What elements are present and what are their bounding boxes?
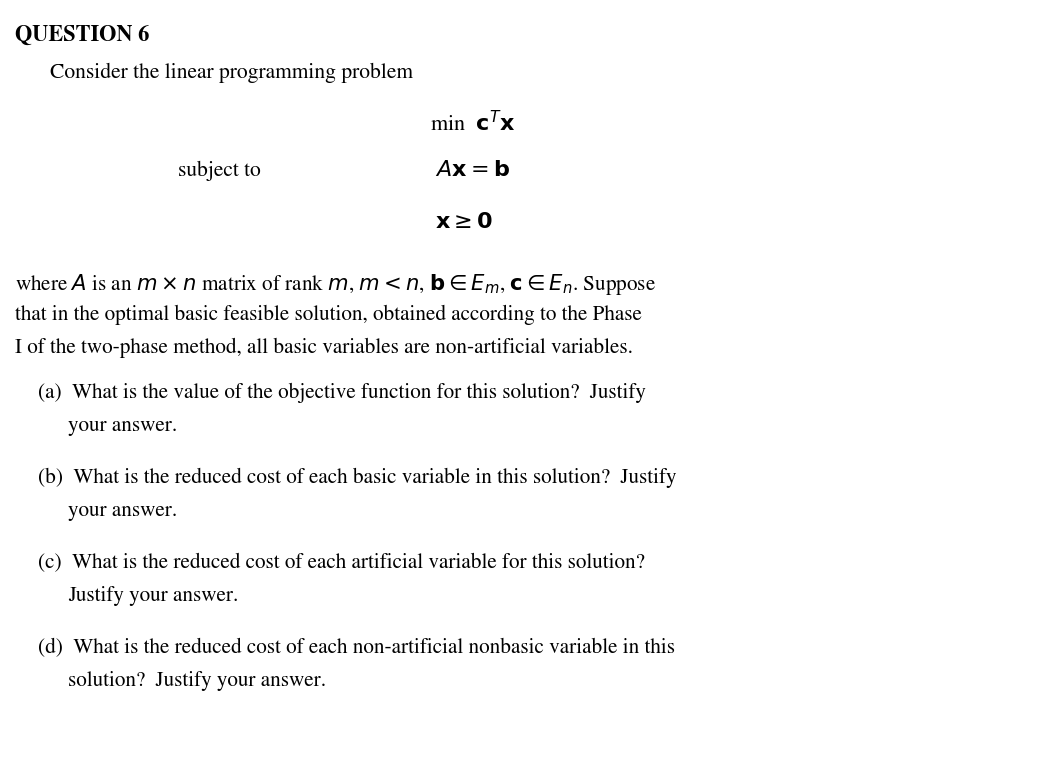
Text: your answer.: your answer.	[68, 501, 178, 521]
Text: $A\mathbf{x} = \mathbf{b}$: $A\mathbf{x} = \mathbf{b}$	[435, 161, 510, 181]
Text: solution?  Justify your answer.: solution? Justify your answer.	[68, 671, 326, 691]
Text: your answer.: your answer.	[68, 416, 178, 436]
Text: (c)  What is the reduced cost of each artificial variable for this solution?: (c) What is the reduced cost of each art…	[38, 553, 645, 573]
Text: $\mathbf{x} \geq \mathbf{0}$: $\mathbf{x} \geq \mathbf{0}$	[435, 213, 493, 233]
Text: that in the optimal basic feasible solution, obtained according to the Phase: that in the optimal basic feasible solut…	[15, 305, 642, 325]
Text: (a)  What is the value of the objective function for this solution?  Justify: (a) What is the value of the objective f…	[38, 383, 646, 404]
Text: subject to: subject to	[178, 161, 261, 182]
Text: Consider the linear programming problem: Consider the linear programming problem	[50, 63, 413, 83]
Text: (d)  What is the reduced cost of each non-artificial nonbasic variable in this: (d) What is the reduced cost of each non…	[38, 638, 675, 658]
Text: Justify your answer.: Justify your answer.	[68, 586, 238, 606]
Text: where $A$ is an $m \times n$ matrix of rank $m$, $m < n$, $\mathbf{b} \in E_m$, : where $A$ is an $m \times n$ matrix of r…	[15, 272, 656, 297]
Text: I of the two-phase method, all basic variables are non-artificial variables.: I of the two-phase method, all basic var…	[15, 338, 633, 358]
Text: QUESTION 6: QUESTION 6	[15, 25, 149, 46]
Text: min  $\mathbf{c}^{T}\mathbf{x}$: min $\mathbf{c}^{T}\mathbf{x}$	[429, 111, 515, 136]
Text: (b)  What is the reduced cost of each basic variable in this solution?  Justify: (b) What is the reduced cost of each bas…	[38, 468, 676, 489]
